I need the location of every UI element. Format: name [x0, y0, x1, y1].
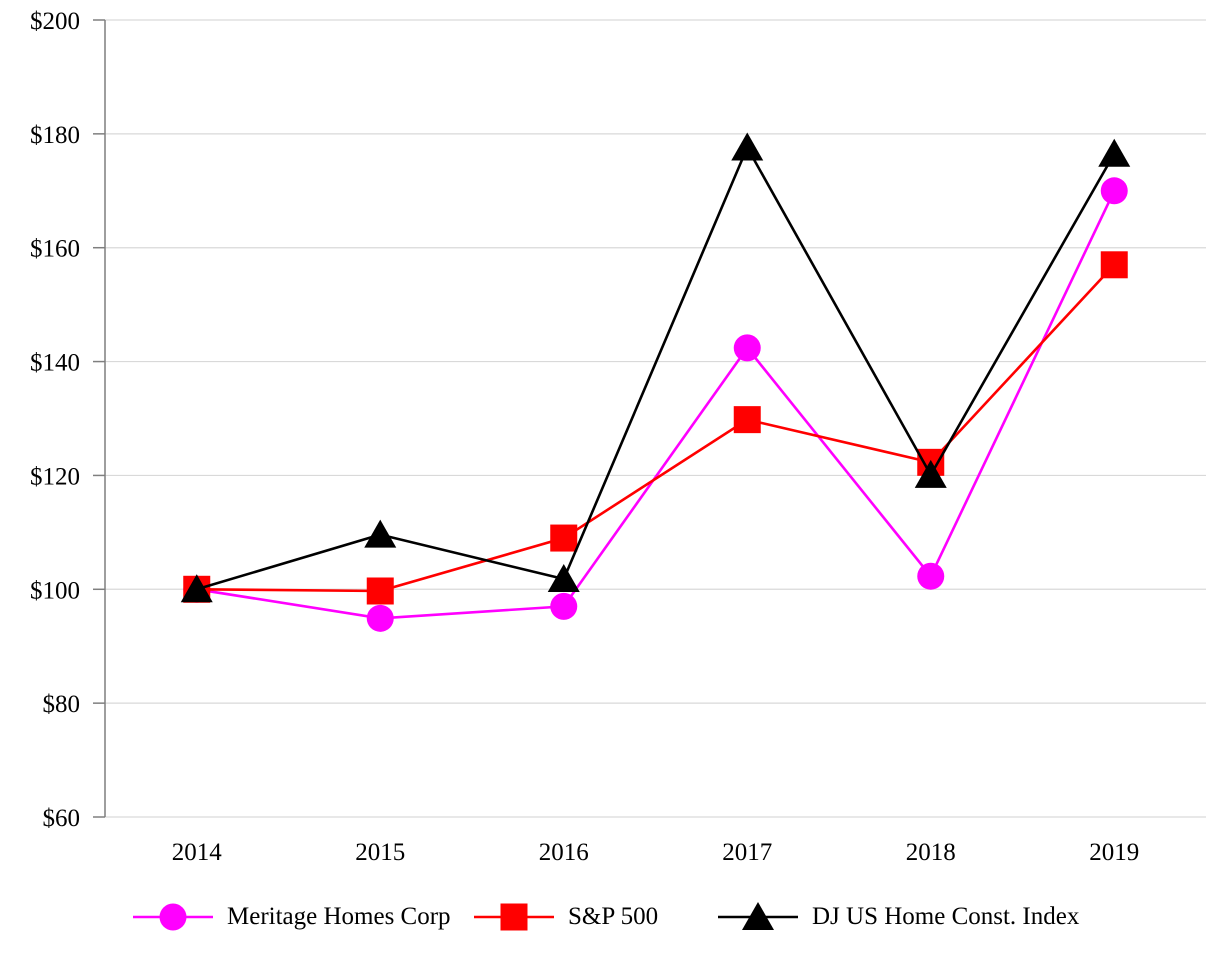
- series-dj-us-home-const-index-line: [196, 144, 1116, 591]
- series-dj-us-home-const-index-marker-triangle: [731, 132, 764, 161]
- y-tick-label: $80: [43, 691, 81, 718]
- series-dj-us-home-const-index-marker-triangle: [180, 574, 213, 603]
- y-tick-label: $60: [43, 805, 81, 832]
- legend-item-s-p-500: S&P 500: [474, 897, 658, 937]
- legend-key-square-icon: [474, 903, 554, 931]
- x-tick-label: 2017: [722, 839, 772, 866]
- x-tick-label: 2016: [539, 839, 589, 866]
- series-dj-us-home-const-index-marker-triangle: [547, 564, 580, 593]
- series-meritage-homes-corp-marker-circle: [366, 604, 394, 632]
- legend-label: DJ US Home Const. Index: [812, 903, 1080, 930]
- series-s-p-500-marker-square: [366, 577, 394, 605]
- legend-key-circle-icon: [133, 903, 213, 931]
- legend-key-triangle-icon: [718, 902, 798, 930]
- chart-legend: Meritage Homes Corp S&P 500 DJ US Home Con…: [0, 897, 1226, 941]
- x-tick-label: 2015: [355, 839, 405, 866]
- y-tick-label: $100: [30, 577, 80, 604]
- x-tick-label: 2018: [906, 839, 956, 866]
- series-meritage-homes-corp-marker-circle: [917, 562, 945, 590]
- chart-plot-area: $60 $80 $100 $120 $140 $160 $180 $200 2014 2015 20…: [30, 8, 1206, 866]
- x-tick-label: 2019: [1089, 839, 1139, 866]
- legend-item-meritage-homes-corp: Meritage Homes Corp: [133, 897, 451, 937]
- series-s-p-500-marker-square: [550, 524, 578, 552]
- y-tick-label: $120: [30, 463, 80, 490]
- y-tick-label: $160: [30, 236, 80, 263]
- y-tick-label: $180: [30, 122, 80, 149]
- x-tick-label: 2014: [172, 839, 223, 866]
- series-meritage-homes-corp-line: [196, 190, 1116, 620]
- y-tick-label: $140: [30, 350, 80, 377]
- legend-label: S&P 500: [568, 903, 659, 930]
- series-dj-us-home-const-index-marker-triangle: [364, 519, 397, 548]
- series-s-p-500-marker-square: [733, 406, 761, 434]
- series-dj-us-home-const-index-marker-triangle: [1098, 138, 1131, 167]
- series-s-p-500-line: [196, 263, 1116, 593]
- series-dj-us-home-const-index-marker-triangle: [914, 459, 947, 488]
- y-tick-label: $200: [30, 8, 80, 35]
- legend-item-dj-us-home-const-index: DJ US Home Const. Index: [718, 897, 1079, 937]
- series-meritage-homes-corp-marker-circle: [550, 592, 578, 620]
- series-meritage-homes-corp-marker-circle: [1100, 177, 1128, 205]
- legend-label: Meritage Homes Corp: [227, 903, 451, 930]
- series-meritage-homes-corp-marker-circle: [733, 334, 761, 362]
- series-s-p-500-marker-square: [1100, 251, 1128, 279]
